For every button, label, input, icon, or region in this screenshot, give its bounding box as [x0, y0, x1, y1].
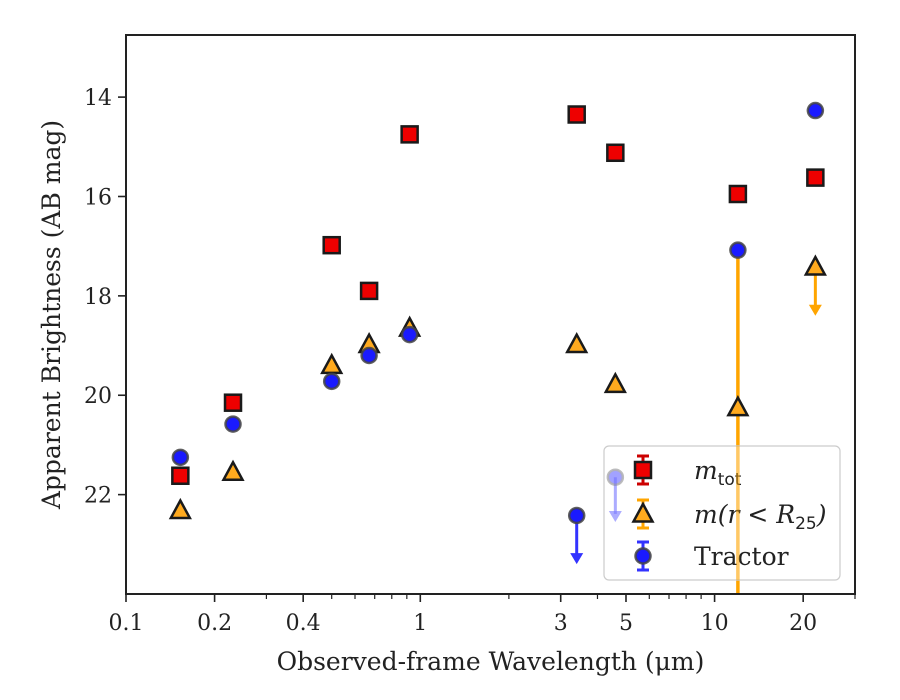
- circle-marker: [360, 346, 378, 365]
- legend-overlap-marks: [606, 446, 740, 580]
- triangle-marker: [221, 459, 245, 482]
- triangle-marker: [803, 254, 827, 276]
- triangle-marker: [726, 395, 750, 417]
- legend-label: mtot: [694, 456, 742, 490]
- legend: mtot m(r < R25) Tractor: [603, 445, 841, 581]
- square-marker: [322, 235, 341, 255]
- y-tick-label: 20: [84, 384, 112, 409]
- y-axis-label: Apparent Brightness (AB mag): [37, 120, 66, 510]
- axis-ticks: 0.1 0.2 0.4 1 3 5 10 20 14 16 18 20 22: [84, 86, 856, 636]
- circle-marker: [400, 325, 419, 344]
- square-marker: [567, 105, 586, 124]
- y-tick-label: 16: [84, 185, 112, 210]
- circle-marker: [806, 101, 825, 120]
- square-marker: [728, 184, 748, 204]
- circle-marker: [224, 415, 242, 433]
- y-tick-label: 18: [84, 285, 112, 310]
- x-tick-label: 0.2: [197, 611, 232, 636]
- circle-marker: [567, 506, 586, 525]
- circle-limit-arrow-head-under-legend: [608, 510, 622, 522]
- x-tick-label: 5: [619, 611, 633, 636]
- square-marker: [806, 168, 825, 187]
- square-marker: [606, 143, 625, 163]
- plot-area: [168, 101, 827, 594]
- triangle-limit-arrow-head: [808, 304, 822, 316]
- triangle-marker: [320, 352, 344, 375]
- legend-triangle-marker: [631, 501, 655, 523]
- square-marker: [400, 125, 419, 144]
- legend-circle-marker: [634, 547, 652, 565]
- legend-square-marker: [633, 460, 653, 480]
- x-tick-label: 3: [554, 611, 568, 636]
- triangle-marker: [168, 497, 192, 520]
- square-marker: [359, 281, 379, 301]
- x-tick-label: 20: [789, 611, 817, 636]
- x-tick-label: 0.1: [109, 611, 144, 636]
- x-axis-label: Observed-frame Wavelength (μm): [277, 647, 705, 676]
- circle-marker: [322, 372, 341, 391]
- legend-label: m(r < R25): [694, 500, 826, 534]
- x-tick-label: 0.4: [286, 611, 321, 636]
- square-marker: [223, 393, 243, 412]
- plot-frame: [125, 34, 856, 595]
- circle-marker: [171, 448, 190, 467]
- circle-marker-under-legend: [606, 468, 625, 486]
- square-marker: [171, 466, 190, 485]
- x-tick-label: 1: [413, 611, 427, 636]
- circle-limit-arrow-head: [570, 553, 584, 565]
- legend-label: Tractor: [694, 542, 789, 571]
- triangle-marker: [603, 371, 627, 394]
- circle-marker: [729, 241, 747, 259]
- x-tick-label: 10: [701, 611, 729, 636]
- triangle-marker: [565, 331, 589, 354]
- y-tick-label: 14: [84, 86, 112, 111]
- legend-box: [603, 445, 841, 581]
- y-tick-label: 22: [84, 484, 112, 509]
